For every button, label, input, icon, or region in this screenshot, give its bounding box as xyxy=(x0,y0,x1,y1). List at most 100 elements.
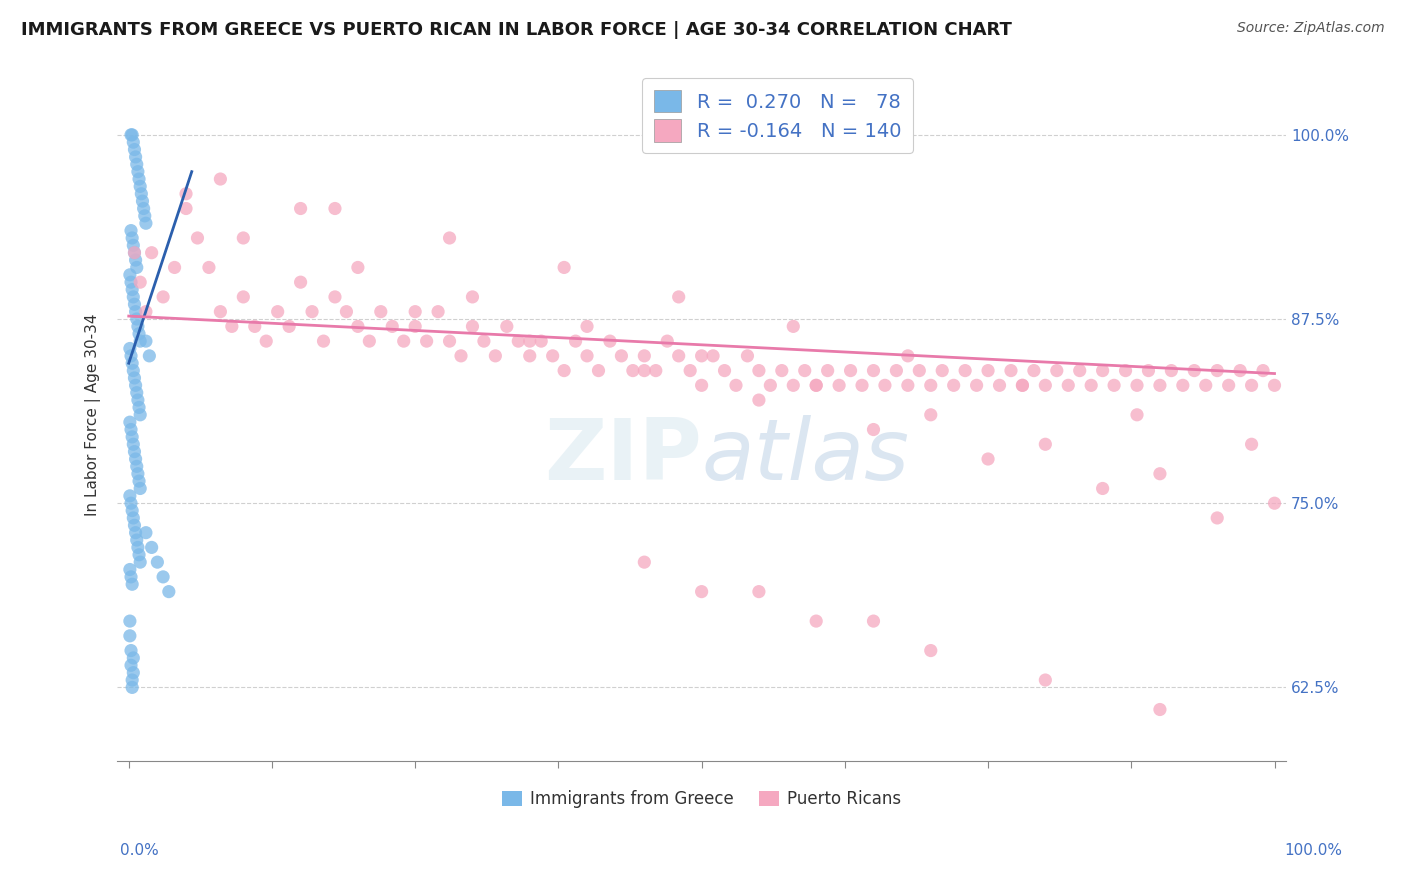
Point xyxy=(124,452,146,467)
Point xyxy=(770,363,793,377)
Point xyxy=(124,253,146,268)
Point xyxy=(232,290,254,304)
Point xyxy=(121,681,143,695)
Point xyxy=(439,231,461,245)
Point xyxy=(977,363,1000,377)
Point xyxy=(118,342,141,356)
Point xyxy=(610,349,633,363)
Point xyxy=(1137,363,1160,377)
Point xyxy=(748,363,770,377)
Point xyxy=(737,349,759,363)
Point xyxy=(118,268,141,282)
Point xyxy=(121,577,143,591)
Point xyxy=(125,312,148,326)
Point xyxy=(121,356,143,370)
Point xyxy=(221,319,243,334)
Point xyxy=(588,363,610,377)
Point xyxy=(124,518,146,533)
Point xyxy=(243,319,266,334)
Point xyxy=(124,143,146,157)
Point xyxy=(198,260,221,275)
Point xyxy=(690,378,713,392)
Point xyxy=(122,437,145,451)
Point xyxy=(209,304,232,318)
Point xyxy=(132,202,155,216)
Point xyxy=(1206,363,1229,377)
Point xyxy=(131,186,153,201)
Point xyxy=(1206,511,1229,525)
Text: ZIP: ZIP xyxy=(544,415,702,498)
Point xyxy=(439,334,461,348)
Point xyxy=(128,474,150,488)
Point xyxy=(323,290,346,304)
Point xyxy=(209,172,232,186)
Point xyxy=(1149,702,1171,716)
Point xyxy=(564,334,586,348)
Point xyxy=(120,570,142,584)
Point xyxy=(121,231,143,245)
Point xyxy=(174,202,197,216)
Point xyxy=(152,290,174,304)
Point xyxy=(851,378,873,392)
Point xyxy=(1091,482,1114,496)
Point xyxy=(254,334,277,348)
Point xyxy=(1126,408,1149,422)
Point xyxy=(125,385,148,400)
Point xyxy=(806,378,828,392)
Point xyxy=(370,304,392,318)
Point xyxy=(1091,363,1114,377)
Point xyxy=(129,408,152,422)
Point xyxy=(599,334,621,348)
Point xyxy=(461,290,484,304)
Point xyxy=(1218,378,1240,392)
Point xyxy=(128,548,150,562)
Point xyxy=(1171,378,1194,392)
Point xyxy=(124,245,146,260)
Point xyxy=(1022,363,1045,377)
Point xyxy=(690,584,713,599)
Point xyxy=(121,673,143,687)
Point xyxy=(127,319,149,334)
Point xyxy=(576,319,599,334)
Point xyxy=(1069,363,1091,377)
Point xyxy=(782,378,804,392)
Point xyxy=(1149,467,1171,481)
Point xyxy=(128,401,150,415)
Point xyxy=(120,349,142,363)
Point xyxy=(186,231,208,245)
Point xyxy=(977,452,1000,467)
Point xyxy=(1033,673,1056,687)
Point xyxy=(127,467,149,481)
Point xyxy=(519,334,541,348)
Point xyxy=(124,245,146,260)
Point xyxy=(1033,378,1056,392)
Point xyxy=(908,363,931,377)
Legend: Immigrants from Greece, Puerto Ricans: Immigrants from Greece, Puerto Ricans xyxy=(495,784,908,815)
Point xyxy=(124,297,146,311)
Point xyxy=(668,349,690,363)
Point xyxy=(127,393,149,408)
Point xyxy=(125,157,148,171)
Point xyxy=(120,275,142,289)
Point xyxy=(942,378,965,392)
Point xyxy=(1126,378,1149,392)
Point xyxy=(134,209,156,223)
Point xyxy=(129,179,152,194)
Point xyxy=(122,290,145,304)
Point xyxy=(138,349,160,363)
Point xyxy=(1011,378,1033,392)
Point xyxy=(702,349,724,363)
Point xyxy=(713,363,735,377)
Point xyxy=(1115,363,1137,377)
Point xyxy=(508,334,530,348)
Point xyxy=(1263,378,1285,392)
Point xyxy=(1102,378,1125,392)
Point xyxy=(644,363,666,377)
Point xyxy=(135,334,157,348)
Point xyxy=(966,378,988,392)
Point xyxy=(335,304,357,318)
Point xyxy=(125,260,148,275)
Point xyxy=(120,128,142,142)
Point xyxy=(118,562,141,576)
Point xyxy=(404,319,426,334)
